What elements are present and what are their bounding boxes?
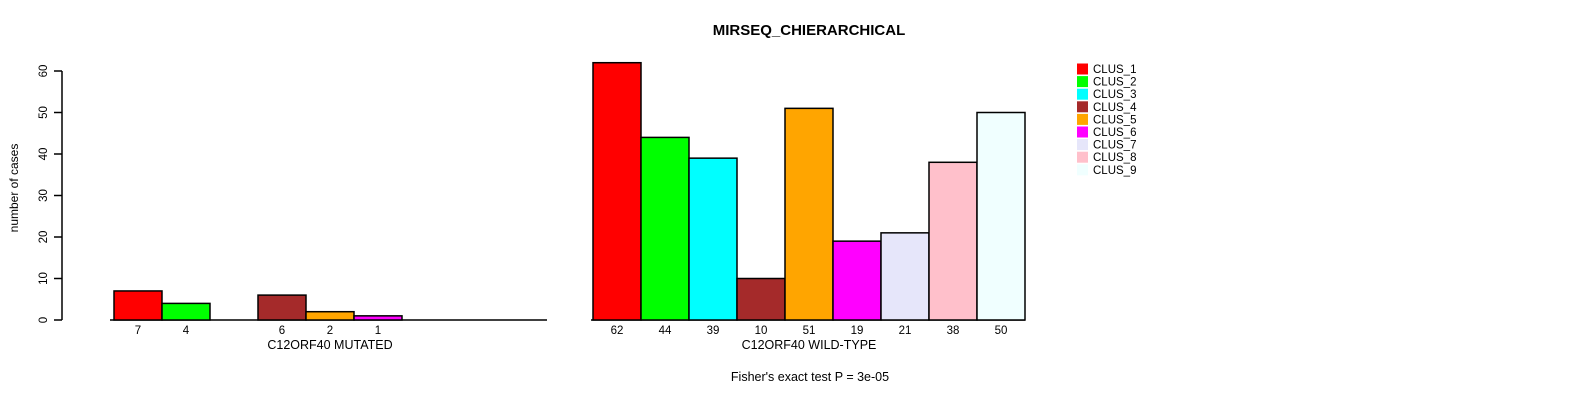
bar-value-label: 50 xyxy=(995,325,1008,337)
bar-value-label: 21 xyxy=(899,325,912,337)
bar-value-label: 2 xyxy=(327,325,333,337)
legend-swatch-clus_6 xyxy=(1077,126,1088,138)
bar-value-label: 7 xyxy=(135,325,141,337)
legend-swatch-clus_9 xyxy=(1077,164,1088,176)
chart-title: MIRSEQ_CHIERARCHICAL xyxy=(713,22,906,39)
annotation-text: Fisher's exact test P = 3e-05 xyxy=(731,370,889,384)
legend-swatch-clus_3 xyxy=(1077,88,1088,100)
bar-value-label: 19 xyxy=(851,325,864,337)
bar-value-label: 51 xyxy=(803,325,816,337)
legend-label-clus_5: CLUS_5 xyxy=(1093,114,1136,126)
bar-clus_2-panel2 xyxy=(640,136,690,321)
bar-value-label: 1 xyxy=(375,325,381,337)
bar-value-label: 62 xyxy=(611,325,624,337)
legend-swatch-clus_8 xyxy=(1077,151,1088,163)
bar-clus_6-panel1 xyxy=(353,315,403,321)
bar-clus_5-panel1 xyxy=(305,310,355,321)
bar-clus_4-panel1 xyxy=(257,294,307,321)
y-tick-label: 30 xyxy=(38,189,50,202)
legend-label-clus_9: CLUS_9 xyxy=(1093,165,1136,177)
bar-value-label: 39 xyxy=(707,325,720,337)
bar-clus_2-panel1 xyxy=(161,302,211,321)
bar-clus_1-panel2 xyxy=(592,61,642,321)
bar-value-label: 6 xyxy=(279,325,285,337)
legend-label-clus_3: CLUS_3 xyxy=(1093,89,1136,101)
legend-label-clus_1: CLUS_1 xyxy=(1093,64,1136,76)
y-axis-label: number of cases xyxy=(7,144,21,233)
y-tick-label: 50 xyxy=(38,106,50,119)
bar-value-label: 10 xyxy=(755,325,768,337)
legend-swatch-clus_2 xyxy=(1077,76,1088,88)
legend-label-clus_8: CLUS_8 xyxy=(1093,152,1136,164)
bar-clus_3-panel2 xyxy=(688,157,738,321)
legend-label-clus_4: CLUS_4 xyxy=(1093,102,1137,114)
bar-clus_6-panel2 xyxy=(832,240,882,321)
y-tick-label: 10 xyxy=(38,272,50,285)
legend-swatch-clus_7 xyxy=(1077,139,1088,151)
x-axis-label-panel2: C12ORF40 WILD-TYPE xyxy=(742,338,877,352)
legend-swatch-clus_1 xyxy=(1077,63,1088,75)
legend-swatch-clus_4 xyxy=(1077,101,1088,113)
y-tick-label: 60 xyxy=(38,65,50,78)
bar-value-label: 38 xyxy=(947,325,960,337)
bar-value-label: 4 xyxy=(183,325,190,337)
legend-label-clus_7: CLUS_7 xyxy=(1093,140,1136,152)
bar-clus_8-panel2 xyxy=(928,161,978,321)
y-tick-label: 20 xyxy=(38,231,50,244)
y-tick-label: 0 xyxy=(38,317,50,323)
x-axis-label-panel1: C12ORF40 MUTATED xyxy=(267,338,392,352)
bar-clus_4-panel2 xyxy=(736,277,786,321)
bar-value-label: 44 xyxy=(659,325,672,337)
bar-clus_5-panel2 xyxy=(784,107,834,321)
y-tick-label: 40 xyxy=(38,148,50,161)
bar-clus_7-panel2 xyxy=(880,232,930,321)
legend-swatch-clus_5 xyxy=(1077,113,1088,125)
bar-clus_1-panel1 xyxy=(113,290,163,321)
bar-clus_9-panel2 xyxy=(976,111,1026,321)
legend-label-clus_6: CLUS_6 xyxy=(1093,127,1136,139)
legend-label-clus_2: CLUS_2 xyxy=(1093,77,1136,89)
